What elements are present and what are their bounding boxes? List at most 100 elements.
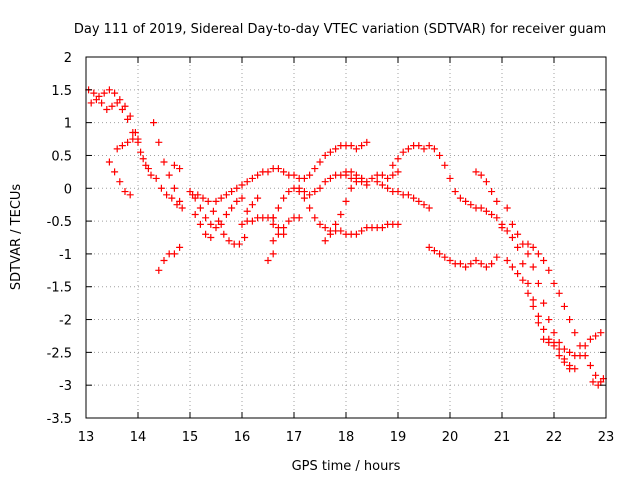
data-point [534, 279, 542, 287]
data-point [332, 145, 340, 153]
series-arc15 [269, 171, 371, 222]
data-point [147, 171, 155, 179]
data-point [581, 352, 589, 360]
data-point [311, 214, 319, 222]
data-point [352, 178, 360, 186]
data-point [524, 240, 532, 248]
data-point [170, 161, 178, 169]
series-arc10 [191, 211, 215, 241]
series-arc16 [269, 214, 303, 245]
data-point [111, 89, 119, 97]
data-point [202, 214, 210, 222]
data-point [592, 332, 600, 340]
data-point [508, 263, 516, 271]
data-point [399, 148, 407, 156]
data-point [482, 263, 490, 271]
data-point [228, 204, 236, 212]
data-point [126, 191, 134, 199]
y-tick-label: -1.5 [47, 281, 72, 296]
data-point [144, 165, 152, 173]
data-point [555, 339, 563, 347]
data-point [441, 161, 449, 169]
data-point [529, 302, 537, 310]
data-point [482, 207, 490, 215]
data-point [113, 145, 121, 153]
data-point [269, 237, 277, 245]
data-point [160, 256, 168, 264]
data-point [456, 194, 464, 202]
x-tick-label: 21 [494, 430, 511, 445]
data-point [529, 296, 537, 304]
data-point [430, 247, 438, 255]
data-point [243, 207, 251, 215]
x-tick-label: 16 [234, 430, 251, 445]
data-point [378, 171, 386, 179]
data-point [597, 329, 605, 337]
y-tick-label: -3.5 [47, 412, 72, 427]
series-arc24 [472, 168, 501, 205]
data-point [254, 171, 262, 179]
series-arc20 [342, 168, 402, 186]
data-point [176, 197, 184, 205]
data-point [545, 266, 553, 274]
data-point [238, 181, 246, 189]
series-arc27 [503, 256, 579, 373]
data-point [378, 224, 386, 232]
data-point [514, 230, 522, 238]
data-point [176, 165, 184, 173]
data-point [321, 151, 329, 159]
data-point [529, 243, 537, 251]
data-point [534, 319, 542, 327]
data-point [514, 270, 522, 278]
data-point [571, 329, 579, 337]
data-point [540, 335, 548, 343]
data-point [295, 188, 303, 196]
data-point [176, 243, 184, 251]
data-point [420, 145, 428, 153]
data-point [404, 191, 412, 199]
data-point [477, 260, 485, 268]
data-point [462, 263, 470, 271]
data-point [560, 345, 568, 353]
data-point [196, 204, 204, 212]
series-arc26 [503, 204, 605, 360]
data-point [384, 184, 392, 192]
data-point [586, 335, 594, 343]
series-arc2 [87, 96, 152, 173]
data-point [108, 102, 116, 110]
data-point [352, 230, 360, 238]
y-axis-label: SDTVAR / TECUs [9, 184, 24, 291]
series-arc11 [212, 138, 371, 205]
data-point [150, 119, 158, 127]
data-point [118, 106, 126, 114]
data-point [555, 352, 563, 360]
data-point [129, 128, 137, 136]
data-point [550, 279, 558, 287]
data-point [92, 96, 100, 104]
data-point [306, 204, 314, 212]
data-point [347, 184, 355, 192]
data-point [160, 158, 168, 166]
series-arc6 [155, 243, 184, 274]
data-point [477, 171, 485, 179]
data-point [415, 142, 423, 150]
data-point [326, 148, 334, 156]
data-point [363, 138, 371, 146]
data-point [384, 174, 392, 182]
data-point [199, 194, 207, 202]
data-point [116, 178, 124, 186]
data-point [389, 171, 397, 179]
data-point [592, 371, 600, 379]
data-point [410, 194, 418, 202]
data-point [352, 171, 360, 179]
series-arc7 [170, 161, 184, 173]
data-point [300, 174, 308, 182]
data-point [425, 142, 433, 150]
data-point [566, 316, 574, 324]
x-tick-label: 20 [442, 430, 459, 445]
series-arc3 [105, 158, 134, 199]
y-tick-label: -2 [59, 314, 72, 329]
data-point [215, 217, 223, 225]
data-point [394, 155, 402, 163]
data-point [98, 99, 106, 107]
